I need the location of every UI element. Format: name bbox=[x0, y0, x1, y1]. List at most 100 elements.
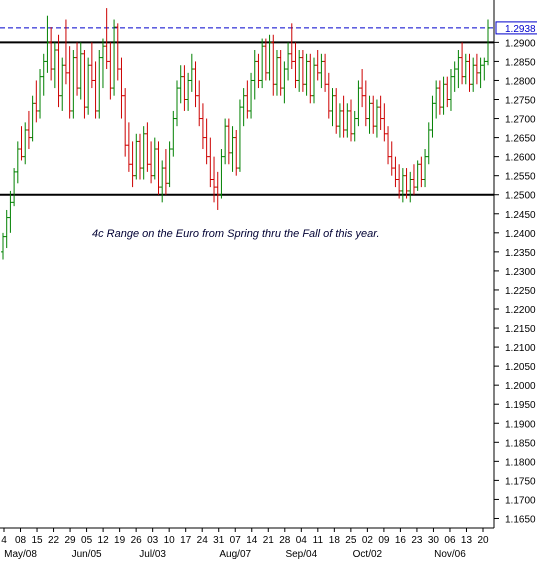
ohlc-bar bbox=[463, 53, 468, 85]
ohlc-bar bbox=[471, 57, 476, 92]
y-tick-label: 1.2500 bbox=[505, 191, 536, 202]
x-day-label: 08 bbox=[15, 535, 27, 546]
ohlc-bar bbox=[308, 53, 313, 104]
y-tick-label: 1.1950 bbox=[505, 400, 536, 411]
x-month-label: Jul/03 bbox=[139, 549, 166, 560]
x-month-label: Oct/02 bbox=[353, 549, 383, 560]
y-tick-label: 1.2700 bbox=[505, 115, 536, 126]
ohlc-bar bbox=[45, 15, 50, 73]
x-day-label: 13 bbox=[461, 535, 473, 546]
ohlc-bar bbox=[52, 42, 57, 89]
ohlc-bar bbox=[108, 42, 113, 100]
ohlc-bar bbox=[219, 149, 224, 199]
ohlc-bar bbox=[104, 8, 109, 70]
x-day-label: 31 bbox=[213, 535, 225, 546]
y-tick-label: 1.2850 bbox=[505, 57, 536, 68]
horizontal-lines: 1.2938 bbox=[0, 21, 537, 196]
ohlc-bar bbox=[8, 190, 13, 233]
ohlc-bar bbox=[152, 137, 157, 180]
ohlc-bar bbox=[360, 69, 365, 108]
ohlc-bar bbox=[282, 61, 287, 104]
ohlc-bar bbox=[249, 72, 254, 119]
ohlc-bar bbox=[208, 137, 213, 188]
y-tick-label: 1.2150 bbox=[505, 324, 536, 335]
x-month-label: Sep/04 bbox=[285, 549, 317, 560]
ohlc-bar bbox=[67, 46, 72, 119]
ohlc-bar bbox=[75, 42, 80, 96]
ohlc-bar bbox=[56, 34, 61, 108]
ohlc-bar bbox=[4, 209, 9, 249]
ohlc-bar bbox=[423, 149, 428, 188]
y-tick-label: 1.2800 bbox=[505, 76, 536, 87]
ohlc-bar bbox=[230, 126, 235, 172]
x-day-label: 30 bbox=[428, 535, 440, 546]
x-day-label: 12 bbox=[98, 535, 110, 546]
y-tick-label: 1.1800 bbox=[505, 457, 536, 468]
ohlc-bar bbox=[60, 57, 65, 111]
ohlc-bar bbox=[297, 49, 302, 92]
ohlc-bar bbox=[237, 99, 242, 172]
y-tick-label: 1.2050 bbox=[505, 362, 536, 373]
ohlc-bar bbox=[71, 49, 76, 119]
ohlc-bar bbox=[374, 99, 379, 138]
y-tick-label: 1.2100 bbox=[505, 343, 536, 354]
y-tick-label: 1.2750 bbox=[505, 96, 536, 107]
y-tick-label: 1.1850 bbox=[505, 438, 536, 449]
ohlc-bar bbox=[178, 65, 183, 104]
ohlc-bar bbox=[212, 156, 217, 203]
x-day-label: 14 bbox=[246, 535, 258, 546]
ohlc-bar bbox=[441, 76, 446, 115]
ohlc-bar bbox=[260, 38, 265, 89]
x-day-label: 24 bbox=[197, 535, 209, 546]
ohlc-bar bbox=[382, 103, 387, 142]
y-tick-label: 1.1700 bbox=[505, 495, 536, 506]
ohlc-bar bbox=[271, 34, 276, 96]
ohlc-bar bbox=[456, 49, 461, 89]
x-day-label: 06 bbox=[444, 535, 456, 546]
ohlc-bar bbox=[330, 88, 335, 127]
y-tick-label: 1.2900 bbox=[505, 38, 536, 49]
x-month-label: Nov/06 bbox=[434, 549, 466, 560]
ohlc-bar bbox=[112, 19, 117, 96]
y-tick-label: 1.2450 bbox=[505, 210, 536, 221]
ohlc-bar bbox=[452, 61, 457, 92]
ohlc-bar bbox=[215, 171, 220, 210]
current-price-label: 1.2938 bbox=[505, 24, 536, 35]
x-day-label: 10 bbox=[164, 535, 176, 546]
ohlc-bar bbox=[482, 57, 487, 81]
x-day-label: 04 bbox=[296, 535, 308, 546]
ohlc-bar bbox=[19, 126, 24, 161]
ohlc-bar bbox=[100, 38, 105, 89]
ohlc-bar bbox=[34, 80, 39, 123]
ohlc-bar bbox=[245, 80, 250, 119]
ohlc-bar bbox=[408, 171, 413, 203]
x-day-label: 23 bbox=[411, 535, 423, 546]
ohlc-bar bbox=[163, 149, 168, 195]
ohlc-bar bbox=[367, 95, 372, 134]
x-day-label: 20 bbox=[477, 535, 489, 546]
ohlc-bar bbox=[126, 122, 131, 172]
ohlc-bar bbox=[286, 42, 291, 81]
x-day-label: 02 bbox=[362, 535, 374, 546]
ohlc-bar bbox=[171, 110, 176, 157]
ohlc-bar bbox=[356, 80, 361, 127]
ohlc-bar bbox=[323, 53, 328, 92]
ohlc-bar bbox=[426, 122, 431, 165]
x-day-label: 21 bbox=[263, 535, 275, 546]
x-month-label: Aug/07 bbox=[219, 549, 251, 560]
ohlc-bar bbox=[63, 19, 68, 85]
y-tick-label: 1.2550 bbox=[505, 172, 536, 183]
ohlc-bar bbox=[256, 53, 261, 89]
x-day-label: 28 bbox=[279, 535, 291, 546]
ohlc-bar bbox=[145, 122, 150, 172]
ohlc-bar bbox=[448, 69, 453, 111]
ohlc-bar bbox=[23, 122, 28, 165]
ohlc-bar bbox=[167, 141, 172, 188]
ohlc-bar bbox=[82, 49, 87, 119]
y-tick-label: 1.1900 bbox=[505, 419, 536, 430]
x-day-label: 29 bbox=[65, 535, 77, 546]
ohlc-bar bbox=[411, 164, 416, 195]
ohlc-bar bbox=[241, 88, 246, 127]
ohlc-bar bbox=[38, 69, 43, 119]
ohlc-bar bbox=[78, 42, 83, 100]
